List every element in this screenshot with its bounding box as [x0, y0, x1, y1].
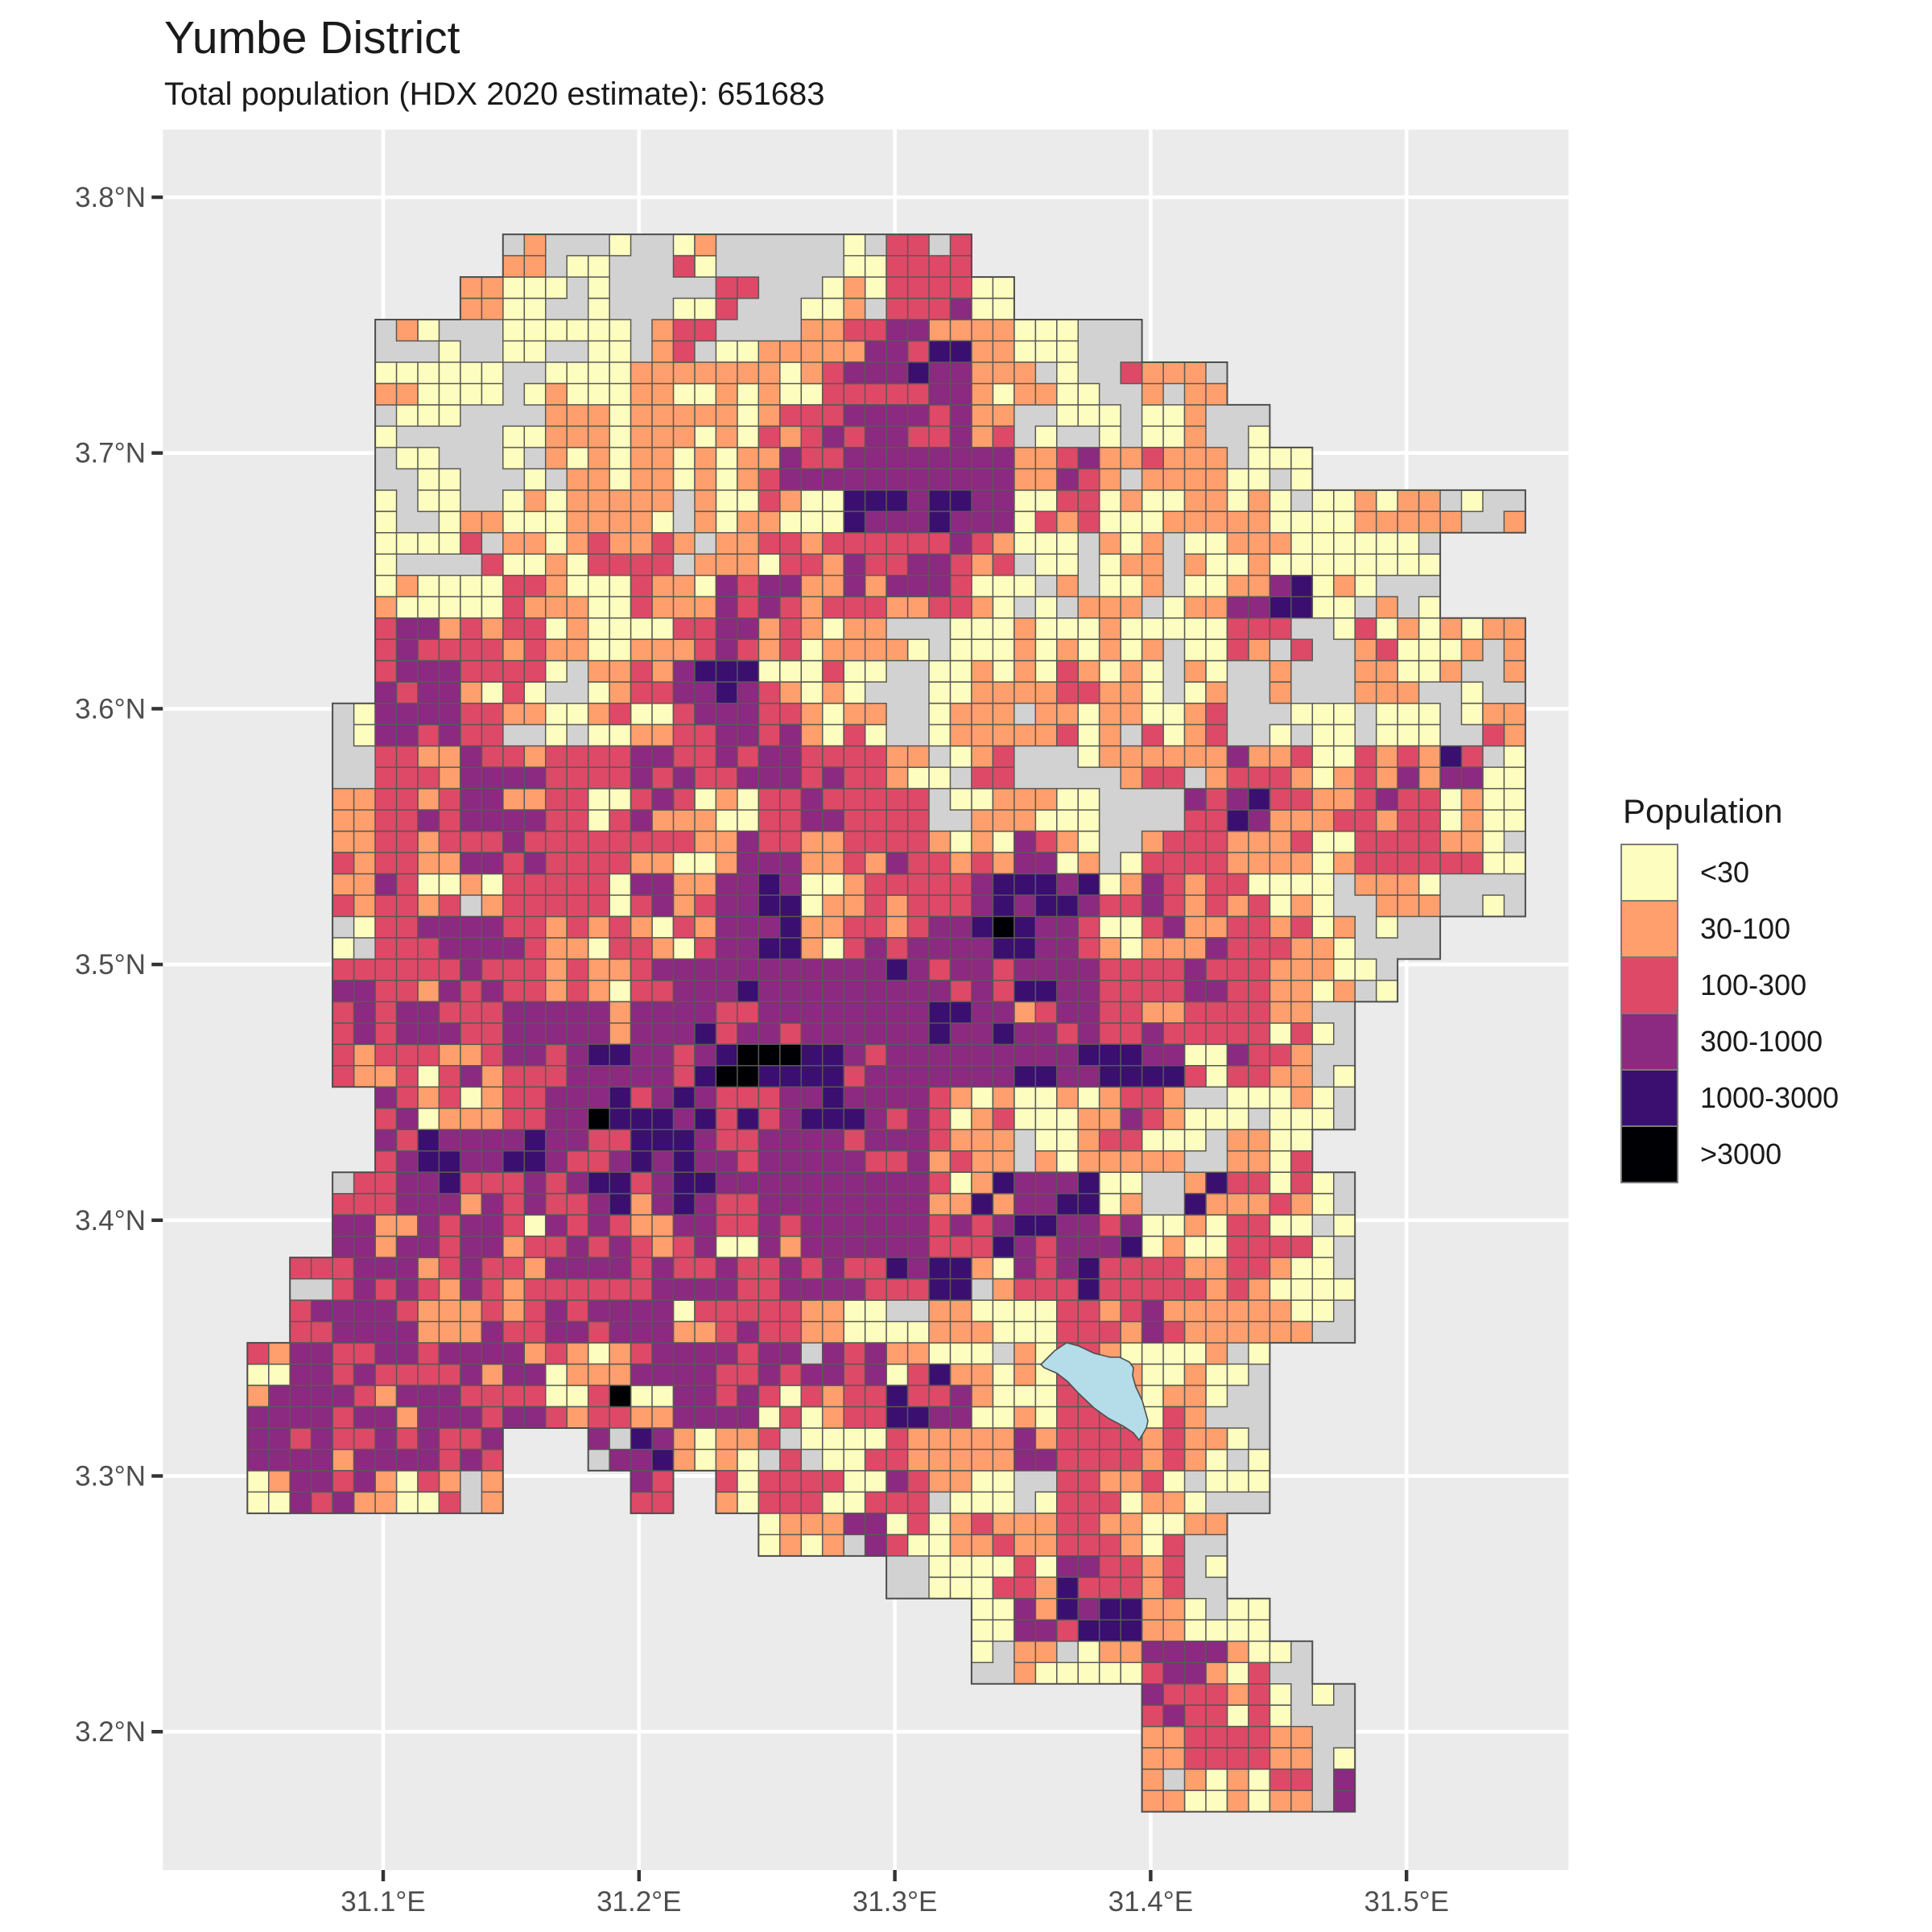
svg-text:30-100: 30-100: [1700, 912, 1790, 945]
svg-text:3.3°N: 3.3°N: [75, 1461, 146, 1492]
svg-text:31.4°E: 31.4°E: [1108, 1886, 1193, 1918]
svg-text:31.2°E: 31.2°E: [597, 1886, 681, 1918]
svg-text:3.6°N: 3.6°N: [75, 693, 146, 724]
svg-text:3.4°N: 3.4°N: [75, 1205, 146, 1236]
svg-text:31.5°E: 31.5°E: [1364, 1886, 1448, 1918]
svg-text:300-1000: 300-1000: [1700, 1025, 1823, 1058]
svg-text:3.5°N: 3.5°N: [75, 949, 146, 980]
svg-text:3.7°N: 3.7°N: [75, 438, 146, 469]
svg-text:Total population (HDX 2020 est: Total population (HDX 2020 estimate): 65…: [164, 76, 825, 112]
svg-text:3.2°N: 3.2°N: [75, 1716, 146, 1748]
svg-text:Population: Population: [1623, 792, 1783, 830]
svg-text:100-300: 100-300: [1700, 968, 1806, 1001]
svg-text:31.3°E: 31.3°E: [852, 1886, 937, 1918]
svg-text:Yumbe District: Yumbe District: [164, 12, 460, 64]
svg-text:31.1°E: 31.1°E: [341, 1886, 425, 1918]
svg-text:<30: <30: [1700, 856, 1749, 889]
svg-text:1000-3000: 1000-3000: [1700, 1081, 1839, 1114]
svg-text:3.8°N: 3.8°N: [75, 182, 146, 213]
svg-text:>3000: >3000: [1700, 1137, 1781, 1170]
